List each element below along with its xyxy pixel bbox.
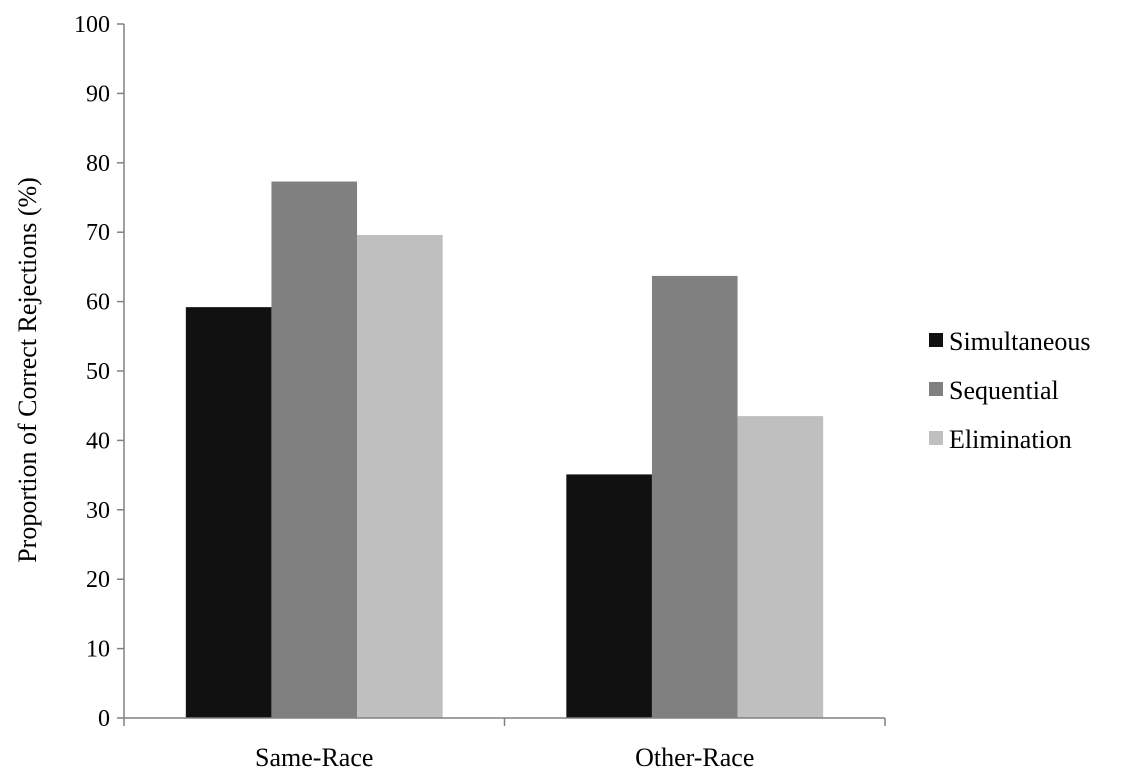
legend-label-elimination: Elimination xyxy=(949,425,1072,454)
bar-elimination-other-race xyxy=(738,416,824,718)
legend-swatch-sequential xyxy=(929,382,943,396)
y-tick-label: 50 xyxy=(86,359,110,385)
bar-simultaneous-other-race xyxy=(566,474,652,718)
legend-label-simultaneous: Simultaneous xyxy=(949,327,1091,356)
y-tick-label: 20 xyxy=(86,567,110,593)
y-tick-label: 80 xyxy=(86,151,110,177)
y-tick-label: 30 xyxy=(86,498,110,524)
bar-simultaneous-same-race xyxy=(186,307,272,718)
y-tick-label: 100 xyxy=(74,12,110,38)
legend-label-sequential: Sequential xyxy=(949,376,1059,405)
legend: Simultaneous Sequential Elimination xyxy=(929,327,1091,454)
y-tick-label: 90 xyxy=(86,81,110,107)
x-category-label: Same-Race xyxy=(255,743,373,772)
y-tick-label: 70 xyxy=(86,220,110,246)
x-category-label: Other-Race xyxy=(635,743,754,772)
bars-layer xyxy=(186,182,823,718)
legend-swatch-elimination xyxy=(929,431,943,445)
bar-elimination-same-race xyxy=(357,235,443,718)
legend-swatch-simultaneous xyxy=(929,333,943,347)
y-ticks: 0 10 20 30 40 50 60 70 80 90 100 xyxy=(74,12,124,732)
bar-sequential-same-race xyxy=(271,182,357,718)
x-ticks: Same-Race Other-Race xyxy=(124,718,885,772)
y-tick-label: 40 xyxy=(86,428,110,454)
bar-sequential-other-race xyxy=(652,276,738,718)
y-tick-label: 10 xyxy=(86,637,110,663)
y-tick-label: 0 xyxy=(98,706,110,732)
y-axis-title: Proportion of Correct Rejections (%) xyxy=(13,177,42,563)
y-tick-label: 60 xyxy=(86,290,110,316)
